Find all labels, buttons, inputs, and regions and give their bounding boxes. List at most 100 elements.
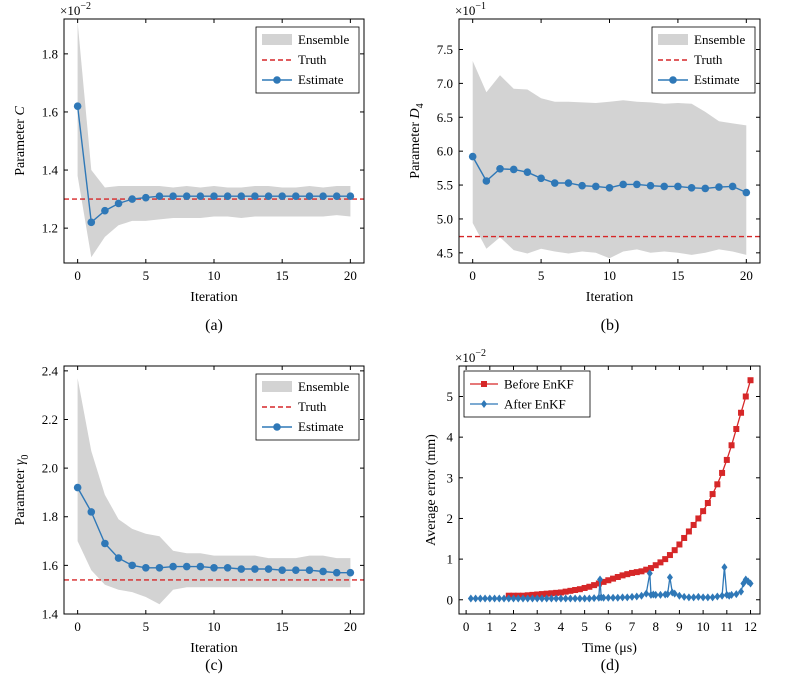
x-tick-label: 15 (276, 268, 289, 283)
data-point (719, 591, 726, 600)
data-point (510, 594, 517, 603)
axis-multiplier: ×10−2 (60, 1, 91, 18)
legend-label: Before EnKF (504, 377, 574, 392)
panel-caption: (b) (601, 317, 620, 334)
data-point (629, 592, 636, 601)
data-point (548, 590, 555, 597)
estimate-point (128, 561, 136, 570)
plot-area (64, 378, 364, 605)
y-tick-label: 2.2 (42, 412, 58, 427)
data-point (662, 556, 669, 563)
data-point (519, 594, 526, 603)
legend-ensemble-swatch (658, 34, 688, 45)
data-point (690, 521, 697, 528)
data-point (524, 594, 531, 603)
data-point (482, 594, 489, 603)
data-point (643, 589, 650, 598)
estimate-point (237, 565, 246, 573)
x-tick-label: 9 (676, 619, 683, 634)
estimate-point (687, 183, 696, 192)
estimate-point (332, 192, 341, 200)
estimate-point (482, 177, 491, 185)
data-point (742, 393, 749, 400)
data-point (690, 593, 697, 602)
estimate-point (332, 568, 341, 577)
y-tick-label: 7.5 (437, 42, 453, 57)
y-tick-label: 6.0 (437, 144, 453, 159)
estimate-point (142, 564, 150, 572)
x-tick-label: 1 (487, 619, 494, 634)
x-tick-label: 5 (581, 619, 588, 634)
data-point (486, 594, 493, 603)
estimate-point (169, 192, 177, 200)
x-axis-label: Time (μs) (582, 641, 637, 656)
data-point (700, 508, 707, 515)
series-before-enkf (505, 377, 754, 599)
estimate-point (101, 206, 109, 215)
estimate-point (523, 168, 532, 176)
panel-caption: (d) (601, 657, 620, 674)
x-axis-label: Iteration (190, 641, 237, 656)
legend-estimate-label: Estimate (298, 72, 344, 87)
data-point (685, 528, 692, 535)
axis-multiplier: ×10−1 (455, 1, 486, 18)
data-point (534, 591, 541, 598)
data-point (600, 578, 607, 585)
data-point (719, 469, 726, 476)
y-axis-label: Average error (mm) (424, 434, 439, 546)
data-point (586, 594, 593, 603)
legend-estimate-label: Estimate (298, 419, 344, 434)
estimate-point (251, 192, 259, 200)
legend-ensemble-swatch (262, 34, 292, 45)
x-tick-label: 0 (74, 619, 81, 634)
y-tick-label: 1.6 (42, 104, 59, 119)
data-point (572, 587, 579, 594)
y-axis-label: Parameter D4 (408, 103, 426, 178)
data-point (529, 594, 536, 603)
x-tick-label: 20 (344, 619, 357, 634)
estimate-point (550, 179, 559, 187)
data-point (704, 500, 711, 507)
data-point (666, 573, 673, 582)
data-point (614, 593, 621, 602)
estimate-point (101, 539, 109, 548)
estimate-point (605, 183, 614, 192)
estimate-point (633, 180, 641, 189)
chart-b: 0 5 10 15 20 4.5 5.0 5.5 6.0 6.5 7.0 7.5 ×10−1 Iterat… (408, 1, 761, 334)
data-point (709, 491, 716, 498)
data-point (572, 594, 579, 603)
data-point (676, 591, 683, 600)
data-point (581, 584, 588, 591)
data-point (714, 481, 721, 488)
estimate-point (196, 562, 205, 571)
data-point (747, 579, 754, 588)
data-point (738, 409, 745, 416)
estimate-point (468, 152, 477, 161)
x-tick-label: 4 (558, 619, 565, 634)
data-point (597, 575, 604, 584)
data-point (638, 591, 645, 600)
x-tick-label: 10 (697, 619, 710, 634)
x-tick-label: 0 (463, 619, 470, 634)
data-point (605, 593, 612, 602)
data-point (477, 594, 484, 603)
data-point (557, 589, 564, 596)
legend-estimate-marker (273, 76, 281, 84)
estimate-point (237, 192, 246, 200)
y-tick-label: 5.5 (437, 178, 453, 193)
data-point (619, 572, 626, 579)
data-point (591, 594, 598, 603)
estimate-point (73, 102, 82, 110)
data-point (671, 589, 678, 598)
legend-estimate-marker (669, 76, 677, 84)
y-axis-label: Parameter γ0 (13, 455, 31, 526)
data-point (723, 456, 730, 463)
estimate-point (496, 164, 504, 173)
data-point (721, 563, 728, 572)
x-tick-label: 5 (538, 268, 545, 283)
estimate-point (537, 174, 545, 183)
estimate-point (674, 182, 682, 191)
data-point (538, 594, 545, 603)
y-tick-label: 4 (447, 430, 454, 445)
